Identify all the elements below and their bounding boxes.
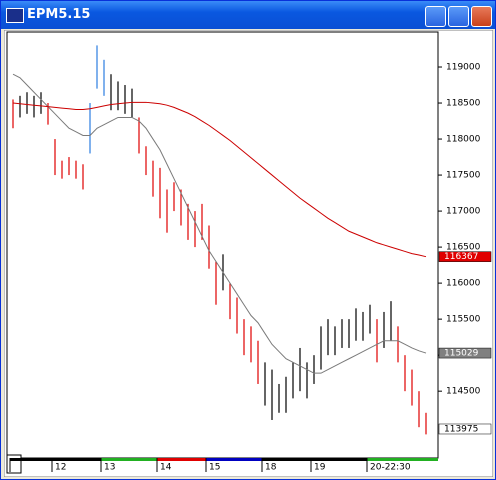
x-tick-label: 15 bbox=[209, 463, 220, 473]
price-marker-label: 116367 bbox=[444, 252, 478, 262]
session-strip bbox=[262, 458, 311, 461]
y-tick-label: 118500 bbox=[446, 99, 481, 109]
maximize-button[interactable] bbox=[448, 6, 469, 27]
session-strip bbox=[52, 458, 101, 461]
chart: 119000 118500 118000 117500 117000 116500 1160… bbox=[4, 30, 493, 477]
session-strip bbox=[101, 458, 157, 461]
x-tick-label: 14 bbox=[160, 463, 172, 473]
y-tick-label: 116000 bbox=[446, 279, 481, 289]
chart-background bbox=[4, 30, 493, 477]
minimize-button[interactable] bbox=[425, 6, 446, 27]
y-tick-label: 115500 bbox=[446, 315, 481, 325]
y-tick-label: 117500 bbox=[446, 171, 481, 181]
price-marker bbox=[438, 251, 492, 262]
window-title: EPM5.15 bbox=[27, 7, 91, 22]
close-button[interactable] bbox=[471, 6, 492, 27]
moving-average bbox=[12, 101, 427, 258]
y-tick-label: 116500 bbox=[446, 243, 481, 253]
scroll-box[interactable] bbox=[6, 454, 22, 474]
price-marker bbox=[438, 423, 492, 435]
y-tick-label: 117000 bbox=[446, 207, 481, 217]
session-strip bbox=[367, 458, 438, 461]
x-tick-label: 18 bbox=[265, 463, 277, 473]
app-icon bbox=[6, 8, 24, 23]
x-tick-label: 13 bbox=[104, 463, 115, 473]
y-tick-label: 118000 bbox=[446, 135, 481, 145]
price-marker-label: 113975 bbox=[444, 424, 478, 434]
x-tick-label: 12 bbox=[55, 463, 66, 473]
x-tick-label: 20-22:30 bbox=[370, 463, 411, 473]
y-tick-label: 114500 bbox=[446, 387, 481, 397]
title-bar: EPM5.15 bbox=[1, 1, 495, 29]
session-strip bbox=[157, 458, 206, 461]
price-marker bbox=[438, 347, 492, 359]
session-strip bbox=[311, 458, 367, 461]
session-strip bbox=[206, 458, 262, 461]
y-tick-label: 119000 bbox=[446, 63, 481, 73]
session-strip bbox=[10, 458, 52, 461]
moving-average bbox=[12, 73, 427, 374]
x-tick-label: 19 bbox=[314, 463, 326, 473]
price-marker-label: 115029 bbox=[444, 349, 479, 359]
